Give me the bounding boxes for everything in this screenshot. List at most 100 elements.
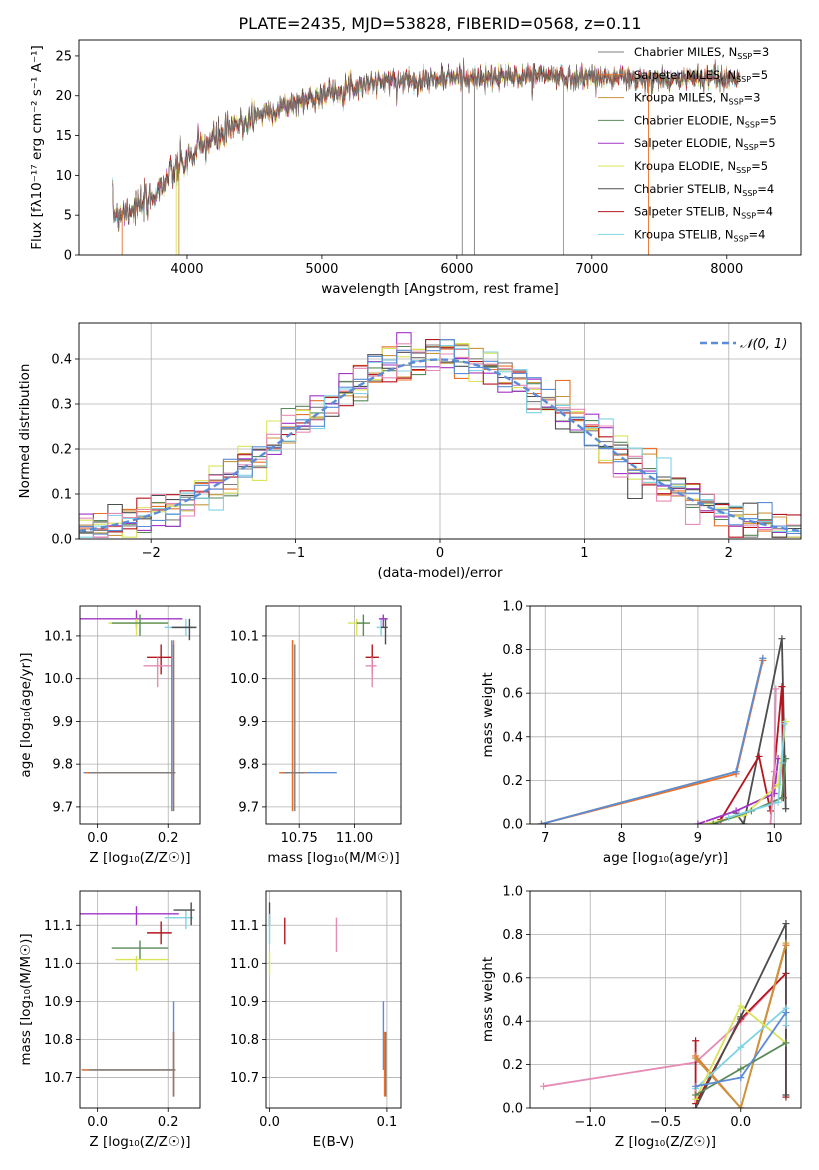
weight-marker-pink (540, 1082, 548, 1090)
errorbar-chabrier-elodie (111, 614, 169, 636)
tick-label-y: 10.8 (44, 1033, 73, 1048)
errorbar-chabrier-elodie (356, 614, 371, 636)
axis-label-x: mass [log₁₀(M/M☉)] (267, 850, 399, 866)
axis-label-y: mass weight (480, 672, 496, 757)
tick-label-x: 11.00 (336, 831, 373, 846)
errorbar-chabrier-stelib (171, 618, 197, 641)
tick-label-x: 0.0 (87, 1115, 108, 1130)
weight-marker-salpeter-elodie (694, 820, 702, 824)
axes-frame (265, 605, 402, 825)
errorbar-kroupa-elodie (108, 618, 169, 636)
errorbar-chabrier-elodie (111, 940, 169, 960)
legend-label-chabrier-stelib: Chabrier STELIB, NSSP=4 (634, 182, 774, 198)
legend-label-kroupa-stelib: Kroupa STELIB, NSSP=4 (634, 227, 765, 243)
tick-label-y: 0.0 (51, 533, 72, 548)
axes-frame (78, 322, 802, 540)
weight-marker-pink (766, 820, 774, 824)
errorbar-pink (365, 657, 377, 688)
tick-label-y: 10.8 (230, 1033, 259, 1048)
errorbar-chabrier-stelib (381, 618, 388, 645)
weight-line-kroupa-stelib (694, 1006, 787, 1090)
tick-label-y: 10.1 (230, 629, 259, 644)
tick-label-y: 10.7 (230, 1071, 259, 1086)
tick-label-y: 10 (55, 169, 72, 184)
tick-label-x: 0.2 (158, 1115, 179, 1130)
legend-label-chabrier-miles: Chabrier MILES, NSSP=3 (634, 45, 769, 61)
weight-marker-chabrier-elodie (737, 1065, 745, 1073)
tick-label-y: 0.1 (51, 488, 72, 503)
weight-marker-blue (737, 1074, 745, 1082)
weight-marker-salpeter-stelib (692, 1037, 700, 1045)
weight-marker-kroupa-stelib (778, 759, 786, 767)
normal-curve (79, 358, 801, 533)
tick-label-y: 0.2 (502, 1058, 523, 1073)
panel-age-vs-Z: 0.0 0.2 9.7 9.8 9.9 10.0 10.1 Z [log₁₀(Z/Z☉)] ag… (18, 605, 201, 866)
errorbar-salpeter-miles (279, 640, 306, 812)
weight-marker-kroupa-stelib (780, 720, 788, 728)
errorbar-salpeter-miles (81, 1031, 176, 1097)
histogram-blue (79, 339, 801, 539)
tick-label-y: 11.1 (230, 919, 259, 934)
axes-frame (529, 605, 802, 825)
weight-marker-blue (732, 768, 740, 776)
tick-label-y: 11.0 (230, 957, 259, 972)
axes-frame (265, 890, 402, 1109)
weight-marker-chabrier-elodie (692, 1091, 700, 1099)
axes-frame (79, 890, 201, 1109)
chart-layer: 4000 5000 6000 7000 80000510152025wavelength… (17, 39, 802, 1150)
tick-label-y: 10.7 (44, 1071, 73, 1086)
plot-area (112, 57, 741, 255)
weight-marker-chabrier-elodie (778, 794, 786, 802)
weight-marker-chabrier-elodie (782, 1039, 790, 1047)
errorbar-pink (143, 657, 172, 688)
errorbar-salpeter-elodie (378, 614, 388, 628)
weight-marker-chabrier-elodie (709, 820, 717, 824)
tick-label-y: 9.8 (52, 758, 73, 773)
tick-label-x: 5000 (305, 262, 338, 277)
tick-label-x: 4000 (170, 262, 203, 277)
tick-label-y: 0.8 (502, 643, 523, 658)
panel-age-vs-mass: 10.75 11.00 9.7 9.8 9.9 10.0 10.1 mass [log₁₀(M… (230, 605, 402, 866)
tick-label-y: 0.6 (502, 971, 523, 986)
tick-label-x: 0.0 (730, 1115, 751, 1130)
legend-label-salpeter-miles: Salpeter MILES, NSSP=5 (634, 68, 768, 84)
weight-marker-kroupa-stelib (774, 798, 782, 806)
weight-marker-salpeter-stelib (778, 683, 786, 691)
axis-label-x: Z [log₁₀(Z/Z☉)] (89, 850, 190, 866)
errorbar-salpeter-stelib (147, 921, 172, 945)
weight-marker-pink (770, 768, 778, 776)
weight-marker-chabrier-elodie (782, 755, 790, 763)
weight-marker-blue (782, 1009, 790, 1017)
tick-label-x: 7000 (575, 262, 608, 277)
spectrum-line-chabrier-miles (112, 61, 741, 231)
axis-label-x: Z [log₁₀(Z/Z☉)] (615, 1134, 716, 1150)
tick-label-y: 0.8 (502, 928, 523, 943)
weight-line-salpeter-elodie (697, 758, 779, 824)
errorbar-chabrier-miles (88, 644, 176, 812)
legend-label-chabrier-elodie: Chabrier ELODIE, NSSP=5 (634, 113, 777, 129)
weight-line-blue (541, 658, 764, 824)
weight-marker-kroupa-miles (692, 1054, 700, 1062)
tick-label-y: 9.9 (238, 715, 259, 730)
weight-marker-chabrier-stelib (782, 805, 790, 813)
plot-area (268, 902, 387, 1097)
errorbar-blue (81, 1001, 176, 1097)
errorbar-chabrier-miles (283, 644, 304, 812)
axis-label-y: mass weight (480, 957, 496, 1042)
errorbar-kroupa-stelib (164, 910, 193, 930)
weight-marker-salpeter-stelib (755, 752, 763, 760)
tick-label-y: 0.0 (502, 818, 523, 833)
tick-label-y: 10.9 (44, 995, 73, 1010)
tick-label-y: 5 (64, 209, 72, 224)
panel-weight-vs-Z: −1.0 −0.5 0.0 0.0 0.2 0.4 0.6 0.8 1.0 Z [log₁₀(Z/… (480, 885, 802, 1150)
tick-label-y: 11.1 (44, 919, 73, 934)
weight-marker-chabrier-stelib (740, 820, 748, 824)
axis-label-x: Z [log₁₀(Z/Z☉)] (89, 1134, 190, 1150)
tick-label-y: 0.0 (502, 1102, 523, 1117)
weight-marker-chabrier-stelib (737, 1013, 745, 1021)
tick-label-y: 1.0 (502, 885, 523, 900)
legend-label-salpeter-elodie: Salpeter ELODIE, NSSP=5 (634, 136, 776, 152)
tick-label-x: 2 (725, 546, 733, 561)
tick-label-y: 0.2 (51, 443, 72, 458)
